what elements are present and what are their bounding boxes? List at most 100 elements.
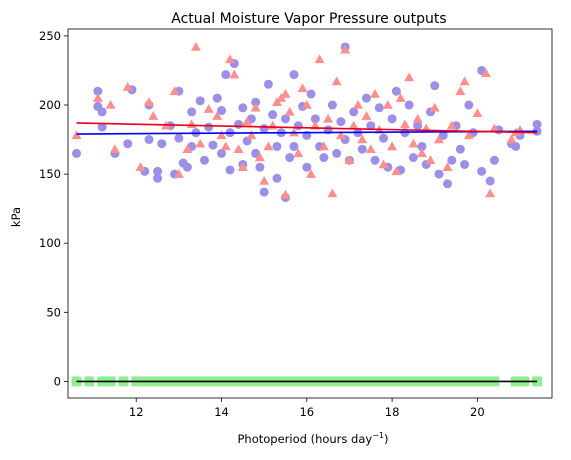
data-point-triangle xyxy=(148,111,159,120)
data-point-triangle xyxy=(250,102,261,112)
data-point-triangle xyxy=(306,169,317,178)
data-point-circle xyxy=(404,100,414,110)
data-point-triangle xyxy=(348,120,359,130)
data-point-circle xyxy=(268,110,278,120)
data-point-circle xyxy=(221,70,231,80)
data-point-circle xyxy=(370,155,380,165)
data-point-triangle xyxy=(361,111,372,120)
data-point-triangle xyxy=(267,120,278,130)
data-point-triangle xyxy=(463,130,474,140)
data-point-circle xyxy=(455,144,465,154)
data-point-circle xyxy=(387,114,397,124)
data-point-circle xyxy=(379,133,389,143)
data-point-circle xyxy=(144,135,154,145)
data-point-circle xyxy=(374,103,384,113)
data-point-circle xyxy=(357,144,367,154)
data-point-triangle xyxy=(109,144,120,153)
data-point-triangle xyxy=(233,144,244,153)
data-point-triangle xyxy=(242,116,253,126)
data-point-circle xyxy=(153,173,163,183)
y-tick-label: 0 xyxy=(54,374,61,388)
x-tick-label: 14 xyxy=(214,405,229,419)
data-point-triangle xyxy=(429,102,440,112)
data-point-circle xyxy=(327,100,337,110)
data-point-circle xyxy=(208,140,218,150)
data-point-circle xyxy=(302,162,312,172)
series-circles xyxy=(72,42,542,203)
data-point-triangle xyxy=(246,130,257,140)
data-point-circle xyxy=(259,187,269,197)
data-point-circle xyxy=(306,89,316,99)
data-point-triangle xyxy=(212,111,223,120)
y-tick-label: 50 xyxy=(46,305,61,319)
data-point-circle xyxy=(362,93,372,103)
data-point-triangle xyxy=(169,86,180,95)
data-point-circle xyxy=(263,79,273,89)
data-point-triangle xyxy=(186,119,197,129)
data-point-circle xyxy=(464,100,474,110)
data-point-circle xyxy=(93,86,103,96)
data-point-triangle xyxy=(459,76,470,86)
data-point-circle xyxy=(217,148,227,158)
x-tick-label: 18 xyxy=(385,405,400,419)
data-point-triangle xyxy=(323,113,334,123)
data-point-triangle xyxy=(425,155,436,165)
data-point-circle xyxy=(123,139,133,149)
data-point-triangle xyxy=(455,86,466,95)
data-point-triangle xyxy=(173,169,184,178)
data-point-circle xyxy=(272,173,282,183)
data-point-triangle xyxy=(446,120,457,130)
data-point-circle xyxy=(366,121,376,131)
data-point-circle xyxy=(259,124,269,134)
data-point-triangle xyxy=(301,100,312,109)
data-point-triangle xyxy=(237,162,248,171)
data-point-circle xyxy=(174,133,184,143)
data-point-triangle xyxy=(280,88,291,98)
data-point-triangle xyxy=(293,148,304,158)
data-point-triangle xyxy=(391,166,402,176)
data-point-triangle xyxy=(225,54,236,64)
y-tick-label: 100 xyxy=(39,236,61,250)
y-axis-ticks: 0 50 100 150 200 250 xyxy=(39,29,68,388)
data-point-circle xyxy=(97,107,107,117)
data-point-triangle xyxy=(144,97,155,106)
data-point-circle xyxy=(280,114,290,124)
data-point-triangle xyxy=(340,44,351,54)
data-point-circle xyxy=(293,121,303,131)
fit-line xyxy=(76,122,538,134)
data-point-triangle xyxy=(259,176,270,185)
data-point-circle xyxy=(443,179,453,189)
data-point-circle xyxy=(153,166,163,176)
x-axis-label: Photoperiod (hours day−1) xyxy=(237,431,388,446)
data-point-triangle xyxy=(182,144,193,153)
data-point-circle xyxy=(187,107,197,117)
data-point-triangle xyxy=(220,141,231,151)
data-point-circle xyxy=(199,155,209,165)
x-axis-label-suffix: ) xyxy=(384,432,389,446)
data-point-circle xyxy=(97,122,107,132)
data-point-circle xyxy=(225,165,235,175)
data-point-triangle xyxy=(335,130,346,140)
data-point-triangle xyxy=(370,88,381,98)
data-point-circle xyxy=(485,176,495,186)
data-point-circle xyxy=(238,103,248,113)
data-point-circle xyxy=(336,117,346,127)
data-point-circle xyxy=(217,106,227,116)
data-point-triangle xyxy=(404,72,415,82)
data-point-triangle xyxy=(506,134,517,144)
data-point-circle xyxy=(255,162,265,172)
data-point-triangle xyxy=(412,113,423,123)
data-point-circle xyxy=(251,148,261,158)
data-point-triangle xyxy=(485,188,496,198)
data-point-triangle xyxy=(263,141,274,151)
data-point-circle xyxy=(319,153,329,163)
data-point-triangle xyxy=(395,93,406,102)
data-point-triangle xyxy=(382,100,393,109)
data-point-triangle xyxy=(489,123,500,133)
data-point-triangle xyxy=(408,138,419,148)
data-point-circle xyxy=(195,96,205,106)
data-point-circle xyxy=(477,166,487,176)
data-point-circle xyxy=(511,141,521,151)
x-tick-label: 12 xyxy=(129,405,144,419)
